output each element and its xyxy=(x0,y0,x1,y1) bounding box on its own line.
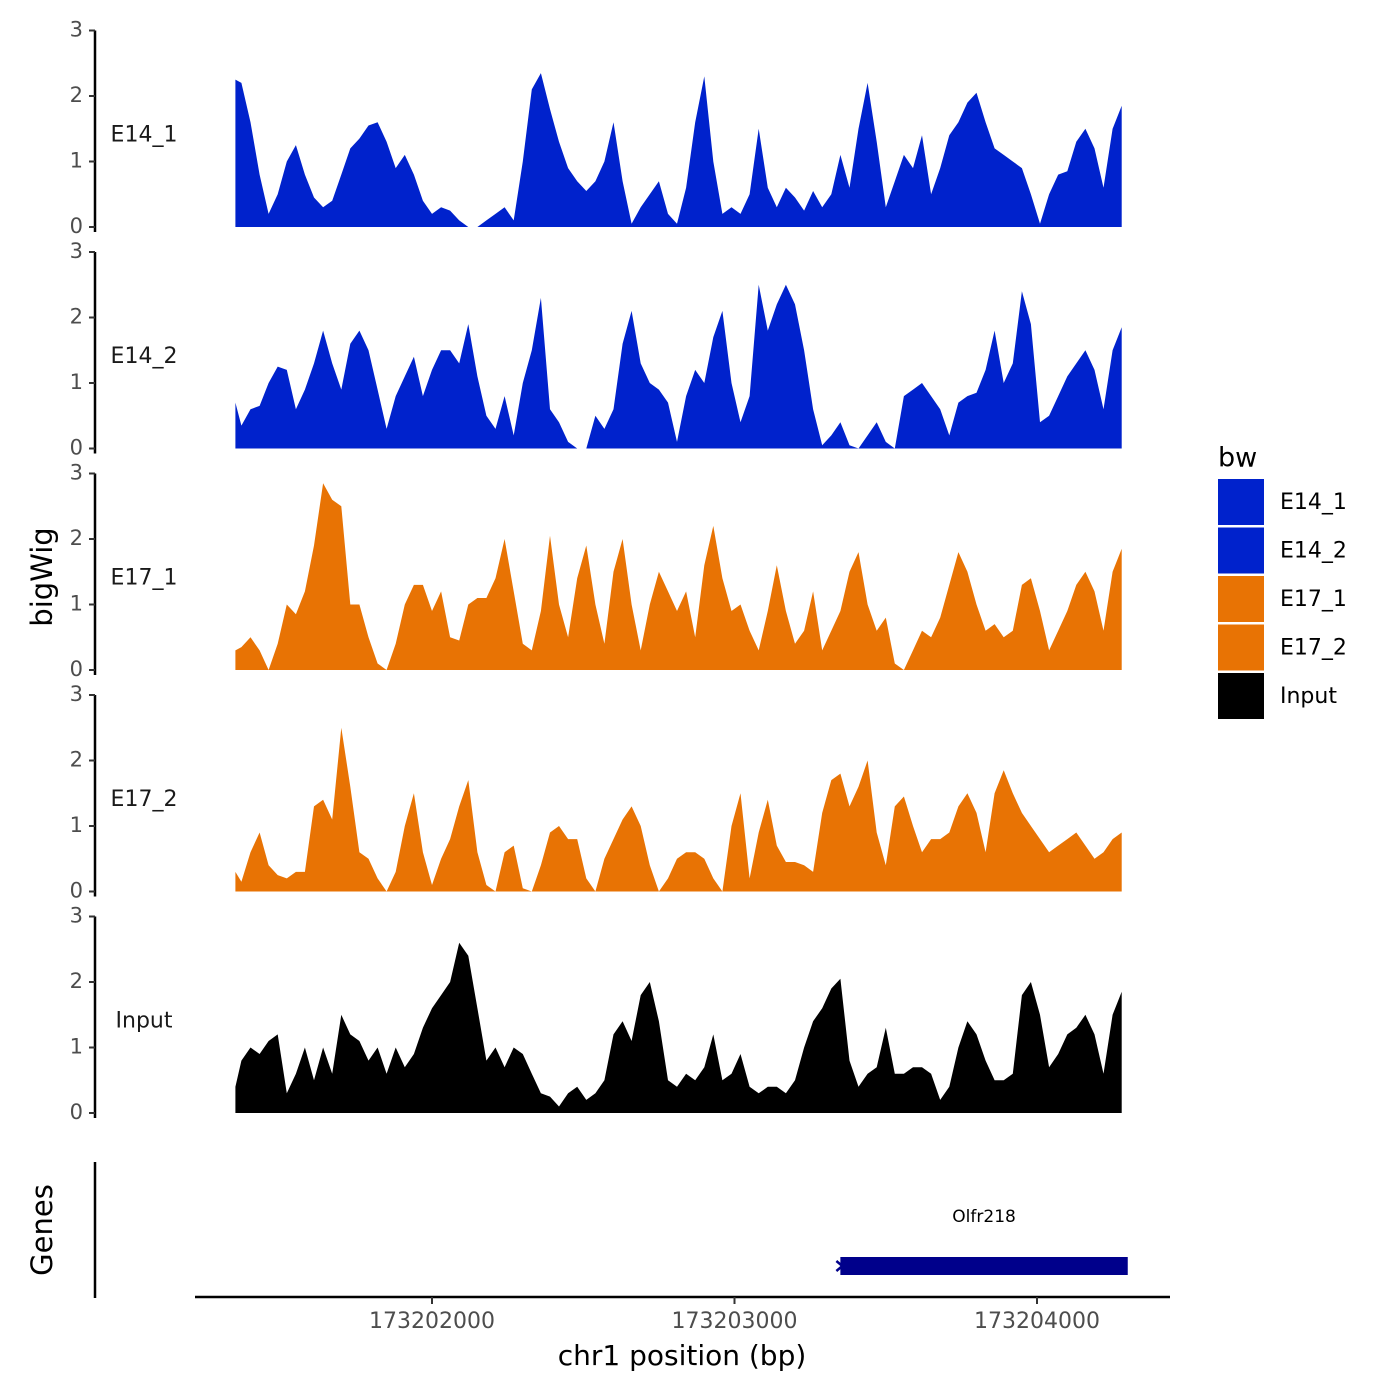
area-e17-1 xyxy=(235,483,1122,670)
legend-label-e17-2: E17_2 xyxy=(1280,636,1347,661)
y-tick-label-e17-2-0: 0 xyxy=(70,879,83,903)
y-tick-label-e14-1-3: 3 xyxy=(70,18,83,42)
legend: E14_1 E14_2 E17_1 E17_2 Input xyxy=(1218,479,1347,719)
y-tick-label-e14-1-0: 0 xyxy=(70,214,83,238)
y-tick-label-e14-2-1: 1 xyxy=(70,370,83,394)
y-tick-label-e17-1-2: 2 xyxy=(70,526,83,550)
genes-track: Olfr218 xyxy=(93,1162,1128,1298)
y-tick-label-e17-1-1: 1 xyxy=(70,592,83,616)
legend-label-input: Input xyxy=(1280,684,1337,709)
track-label-input: Input xyxy=(116,1008,173,1033)
y-tick-label-e17-1-3: 3 xyxy=(70,461,83,485)
y-tick-label-e14-1-1: 1 xyxy=(70,149,83,173)
y-tick-label-e14-1-2: 2 xyxy=(70,83,83,107)
legend-label-e14-1: E14_1 xyxy=(1280,490,1347,515)
gene-label-olfr218: Olfr218 xyxy=(952,1207,1016,1227)
legend-key-e14-2 xyxy=(1218,527,1264,574)
y-tick-label-e17-2-2: 2 xyxy=(70,748,83,772)
y-tick-label-input-3: 3 xyxy=(70,904,83,928)
genes-axis-label: Genes xyxy=(25,1184,59,1276)
track-e17-2: 0 1 2 3 E17_2 xyxy=(70,682,1122,903)
legend-key-e14-1 xyxy=(1218,479,1264,525)
track-label-e17-2: E17_2 xyxy=(111,787,178,812)
track-label-e14-1: E14_1 xyxy=(111,122,178,147)
y-tick-label-e17-2-3: 3 xyxy=(70,682,83,706)
signal-tracks: 0 1 2 3 E14_1 0 1 2 3 E14_2 0 1 2 3 E17_1 0 1 2 3 E17_2 0 1 2 3… xyxy=(70,18,1122,1124)
track-e14-2: 0 1 2 3 E14_2 xyxy=(70,239,1122,460)
x-tick-label-173204000: 173204000 xyxy=(974,1309,1100,1334)
gene-olfr218 xyxy=(840,1257,1128,1275)
track-label-e14-2: E14_2 xyxy=(111,344,178,369)
y-tick-label-input-2: 2 xyxy=(70,969,83,993)
area-e17-2 xyxy=(235,727,1122,892)
x-tick-label-173203000: 173203000 xyxy=(672,1309,798,1334)
x-axis-label: chr1 position (bp) xyxy=(558,1339,807,1372)
legend-label-e17-1: E17_1 xyxy=(1280,587,1347,612)
x-axis: 173202000 173203000 173204000 xyxy=(195,1295,1170,1334)
y-tick-label-e14-2-3: 3 xyxy=(70,239,83,263)
legend-title: bw xyxy=(1218,443,1257,474)
legend-key-e17-2 xyxy=(1218,624,1264,671)
x-tick-label-173202000: 173202000 xyxy=(369,1309,495,1334)
track-e14-1: 0 1 2 3 E14_1 xyxy=(70,18,1122,238)
legend-label-e14-2: E14_2 xyxy=(1280,539,1347,564)
track-label-e17-1: E17_1 xyxy=(111,565,178,590)
legend-key-input xyxy=(1218,673,1264,719)
y-tick-label-input-1: 1 xyxy=(70,1035,83,1059)
area-e14-2 xyxy=(235,284,1122,449)
y-tick-label-e17-2-1: 1 xyxy=(70,813,83,837)
y-axis-label: bigWig xyxy=(25,527,59,626)
y-tick-label-e17-1-0: 0 xyxy=(70,657,83,681)
y-tick-label-input-0: 0 xyxy=(70,1100,83,1124)
y-tick-label-e14-2-2: 2 xyxy=(70,305,83,329)
area-e14-1 xyxy=(235,73,1122,227)
y-tick-label-e14-2-0: 0 xyxy=(70,436,83,460)
area-input xyxy=(235,942,1122,1113)
track-input: 0 1 2 3 Input xyxy=(70,904,1122,1124)
legend-key-e17-1 xyxy=(1218,576,1264,622)
gene-strand-arrow-olfr218 xyxy=(835,1260,845,1272)
track-e17-1: 0 1 2 3 E17_1 xyxy=(70,461,1122,681)
